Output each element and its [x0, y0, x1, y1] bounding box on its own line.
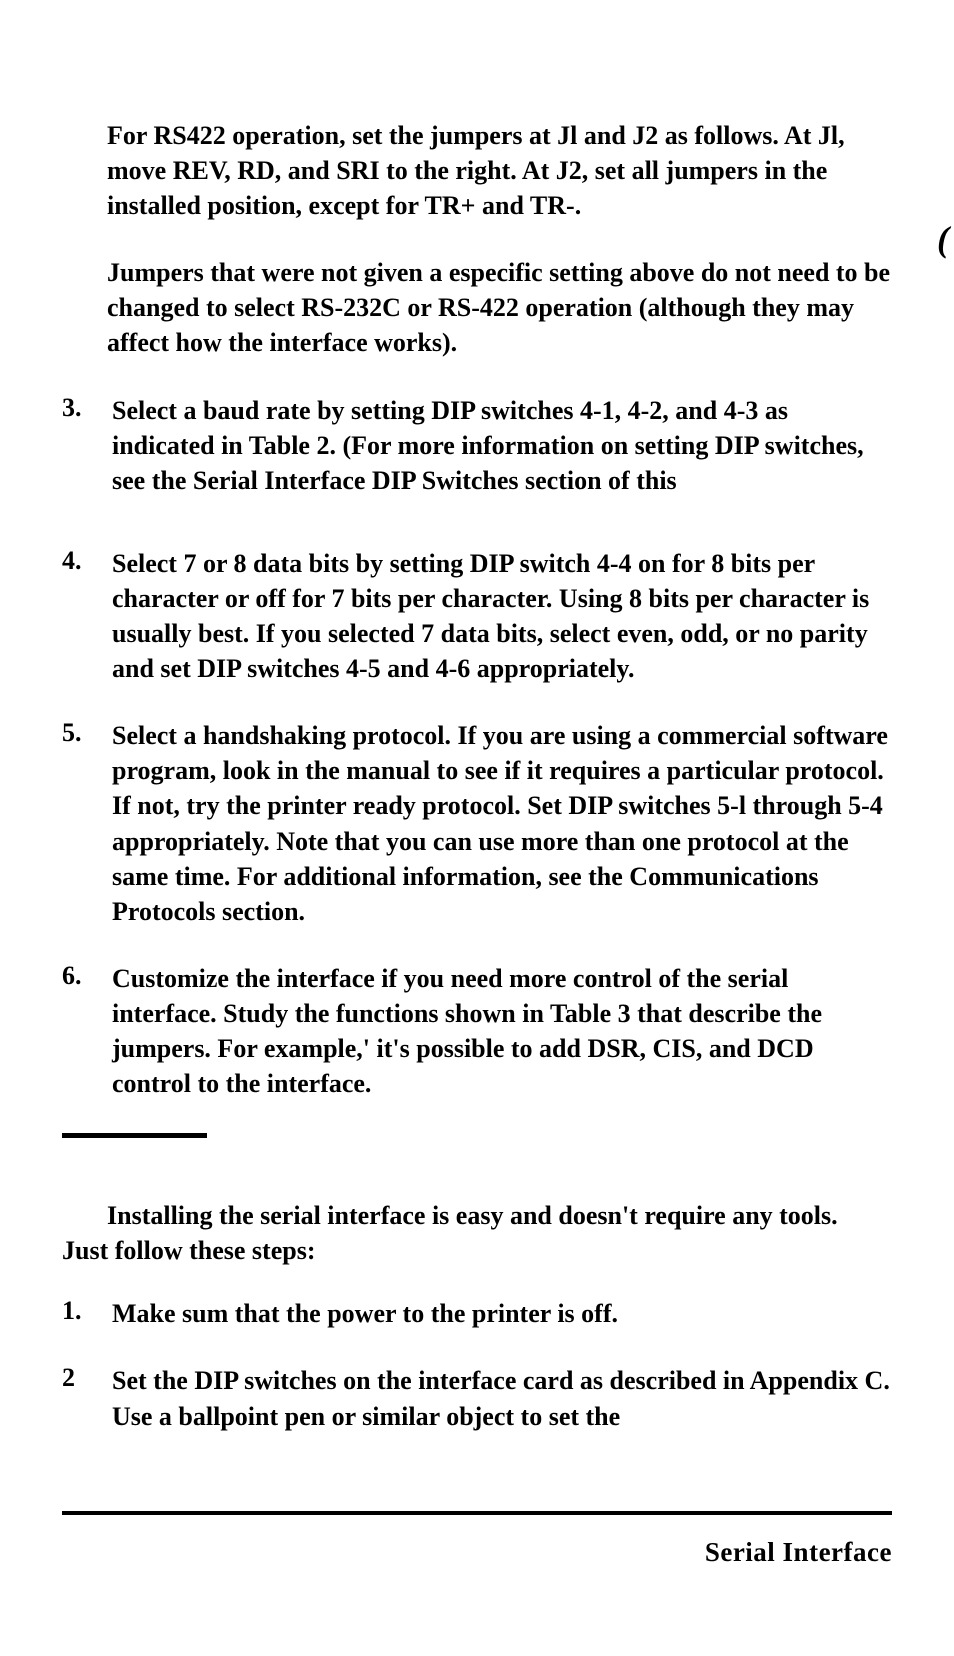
item-text: Select a baud rate by setting DIP switch…: [112, 393, 892, 498]
paragraph-rs422: For RS422 operation, set the jumpers at …: [107, 118, 892, 223]
footer-label: Serial Interface: [62, 1537, 892, 1568]
item-number: 5.: [62, 718, 112, 929]
step-item-2: 2 Set the DIP switches on the interface …: [62, 1363, 892, 1433]
list-item-5: 5. Select a handshaking protocol. If you…: [62, 718, 892, 929]
list-item-6: 6. Customize the interface if you need m…: [62, 961, 892, 1101]
item-text: Set the DIP switches on the interface ca…: [112, 1363, 892, 1433]
paragraph-jumpers: Jumpers that were not given a especific …: [107, 255, 892, 360]
item-number: 2: [62, 1363, 112, 1433]
intro-paragraph: Installing the serial interface is easy …: [62, 1198, 892, 1268]
intro-line-2: Just follow these steps:: [62, 1236, 316, 1265]
item-number: 4.: [62, 546, 112, 686]
footer-rule: [62, 1511, 892, 1515]
item-number: 3.: [62, 393, 112, 498]
main-content: For RS422 operation, set the jumpers at …: [62, 118, 892, 1434]
item-text: Make sum that the power to the printer i…: [112, 1296, 892, 1331]
item-text: Customize the interface if you need more…: [112, 961, 892, 1101]
item-number: 1.: [62, 1296, 112, 1331]
item-number: 6.: [62, 961, 112, 1101]
section-divider: [62, 1133, 207, 1138]
item-text: Select 7 or 8 data bits by setting DIP s…: [112, 546, 892, 686]
step-item-1: 1. Make sum that the power to the printe…: [62, 1296, 892, 1331]
margin-mark: (: [937, 218, 949, 260]
page-footer: Serial Interface: [62, 1511, 892, 1568]
list-item-3: 3. Select a baud rate by setting DIP swi…: [62, 393, 892, 498]
intro-line-1: Installing the serial interface is easy …: [107, 1201, 838, 1230]
item-text: Select a handshaking protocol. If you ar…: [112, 718, 892, 929]
list-item-4: 4. Select 7 or 8 data bits by setting DI…: [62, 546, 892, 686]
